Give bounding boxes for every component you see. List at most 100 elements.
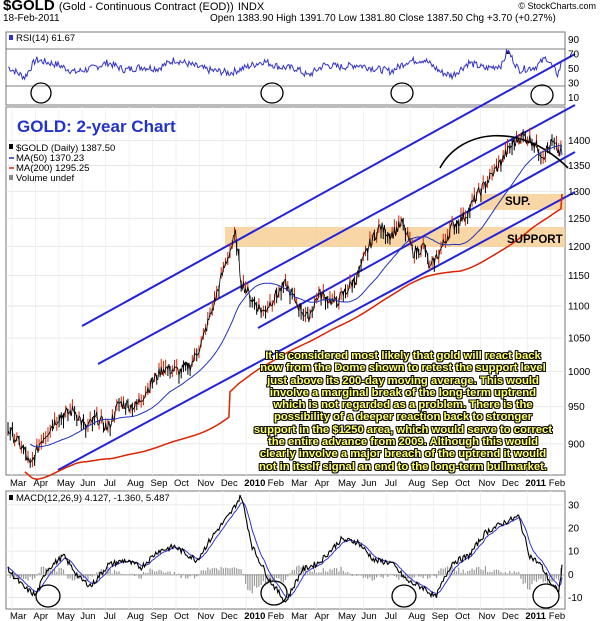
month-label: May [57,611,75,621]
price-y-tick: 1400 [568,136,591,147]
month-label: Feb [549,478,565,489]
rsi-circle-1 [30,82,52,104]
macd-panel [5,490,566,610]
macd-histogram [9,564,562,594]
symbol: $GOLD [3,0,55,14]
month-label: Jul [104,478,116,489]
price-legend: $GOLD (Daily) 1387.50 MA(50) 1370.23 MA(… [9,143,115,184]
macd-series-line [7,494,563,603]
month-label: Feb [268,611,284,621]
channel-line-top [81,53,576,327]
month-label: Aug [127,611,144,621]
month-label: Nov [197,478,214,489]
channel-line-lower-mid [257,151,576,329]
month-label: Feb [268,478,284,489]
month-label: Jul [385,478,397,489]
month-label: May [57,478,75,489]
month-label: Mar [291,611,307,621]
support-annotation: SUPPORT [507,234,563,246]
price-y-tick: 1200 [568,242,591,253]
month-label: Mar [291,478,307,489]
sup-annotation: SUP. [505,196,530,208]
month-label: Nov [478,611,495,621]
macd-legend-text: MACD(12,26,9) 4.127, -1.360, 5.487 [16,493,170,504]
month-label: Sep [151,611,168,621]
channel-line-upper-mid [97,104,576,365]
price-y-tick: 1250 [568,214,591,225]
rsi-series-line [7,48,563,81]
x-axis-labels-macd: Mar Apr May Jun Jul Aug Sep Oct Nov Dec 2010 Feb Mar… [10,611,565,621]
chart-label: GOLD: 2-year Chart [17,117,176,136]
month-label: May [338,478,356,489]
month-label: Sep [432,478,449,489]
dome-arc [439,134,569,169]
rsi-circle-3 [390,82,414,104]
stockcharts-credit: © StockCharts.com [518,1,596,11]
oversold-circles [30,82,560,609]
month-label: Dec [502,478,519,489]
price-y-tick: 900 [568,439,585,450]
month-label: Mar [10,611,26,621]
month-label: Dec [221,611,238,621]
month-label: Jun [361,611,376,621]
month-label: 2011 [525,478,546,489]
month-label: Oct [174,478,189,489]
rsi-legend-text: RSI(14) 61.67 [16,33,75,44]
month-label: Jun [361,478,376,489]
channel-line-bottom [57,191,576,471]
month-label: Sep [432,611,449,621]
macd-circle-2 [260,580,288,606]
month-label: Oct [455,611,470,621]
month-label: Oct [174,611,189,621]
macd-y-tick: 30 [568,500,580,511]
macd-legend: MACD(12,26,9) 4.127, -1.360, 5.487 [9,493,170,504]
month-label: 2010 [244,478,265,489]
macd-circle-1 [35,584,61,608]
y-axis-labels: 10 30 50 70 90 900 950 1000 1050 1100 1150 1200 1250… [568,35,591,604]
month-label: Dec [221,478,238,489]
month-label: 2011 [525,611,546,621]
chart-title: $GOLD (Gold - Continuous Contract (EOD))… [3,0,264,14]
month-label: Sep [151,478,168,489]
rsi-y-tick: 10 [568,93,580,104]
month-label: Nov [478,478,495,489]
price-y-tick: 1000 [568,367,591,378]
ma200-legend: MA(200) 1295.25 [16,163,89,174]
macd-y-tick: 10 [568,547,580,558]
macd-y-tick: 20 [568,524,580,535]
month-label: Jul [385,611,397,621]
month-label: Apr [33,478,48,489]
month-label: Apr [33,611,48,621]
rsi-legend: RSI(14) 61.67 [9,33,75,44]
rsi-y-tick: 30 [568,79,580,90]
macd-circle-3 [391,584,417,608]
rsi-circle-4 [530,84,554,106]
ma50-legend: MA(50) 1370.23 [16,153,84,164]
instrument-name: (Gold - Continuous Contract (EOD)) [58,1,234,13]
month-label: Aug [408,611,425,621]
price-y-tick: 1300 [568,187,591,198]
x-axis-labels-price: Mar Apr May Jun Jul Aug Sep Oct Nov Dec 2010 Feb Mar… [10,478,565,489]
macd-signal-line [7,502,563,599]
month-label: Oct [455,478,470,489]
price-y-tick: 1150 [568,271,590,282]
price-y-tick: 950 [568,402,585,413]
ma50-series-line [29,145,563,448]
macd-y-tick: 0 [568,570,574,581]
exchange: INDX [237,1,265,13]
ma200-series-line [24,193,563,480]
month-label: Apr [315,611,330,621]
support-band-upper [480,194,565,210]
rsi-y-tick: 50 [568,64,580,75]
month-label: Jul [104,611,116,621]
month-label: Nov [197,611,214,621]
macd-y-tick: -10 [568,593,583,604]
price-series-line [7,131,563,464]
month-label: Aug [408,478,425,489]
month-label: Jun [80,611,95,621]
rsi-y-tick: 90 [568,35,580,46]
ohlc-summary: Open 1383.90 High 1391.70 Low 1381.80 Cl… [210,13,556,24]
macd-circle-4 [532,583,560,609]
month-label: 2010 [244,611,265,621]
